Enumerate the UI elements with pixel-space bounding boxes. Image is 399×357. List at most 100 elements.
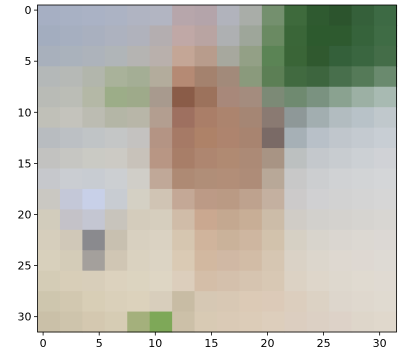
pixel bbox=[127, 189, 150, 210]
pixel bbox=[82, 25, 105, 46]
pixel bbox=[262, 312, 285, 333]
pixel bbox=[374, 250, 397, 271]
x-tick-label: 15 bbox=[204, 337, 218, 350]
pixel bbox=[352, 312, 375, 333]
x-tick-label: 20 bbox=[260, 337, 274, 350]
pixel bbox=[239, 250, 262, 271]
pixel bbox=[105, 25, 128, 46]
x-tick-label: 25 bbox=[317, 337, 331, 350]
pixel bbox=[172, 230, 195, 251]
pixel bbox=[60, 209, 83, 230]
pixel bbox=[284, 128, 307, 149]
pixel bbox=[307, 189, 330, 210]
pixel bbox=[329, 87, 352, 108]
pixel bbox=[217, 271, 240, 292]
pixel bbox=[307, 87, 330, 108]
pixel bbox=[150, 66, 173, 87]
pixel bbox=[60, 46, 83, 67]
pixel bbox=[284, 312, 307, 333]
pixel bbox=[239, 107, 262, 128]
pixel bbox=[172, 312, 195, 333]
pixel bbox=[60, 87, 83, 108]
pixel bbox=[150, 312, 173, 333]
pixel bbox=[150, 5, 173, 26]
pixel bbox=[307, 107, 330, 128]
y-tick-label: 20 bbox=[18, 208, 32, 221]
y-tick-label: 30 bbox=[18, 311, 32, 324]
pixel bbox=[105, 189, 128, 210]
pixel bbox=[329, 291, 352, 312]
pixel bbox=[127, 209, 150, 230]
pixel bbox=[329, 230, 352, 251]
pixel bbox=[374, 46, 397, 67]
pixel bbox=[172, 107, 195, 128]
pixel bbox=[127, 5, 150, 26]
pixel bbox=[127, 291, 150, 312]
pixel bbox=[150, 107, 173, 128]
pixel bbox=[38, 312, 61, 333]
pixel bbox=[239, 25, 262, 46]
pixel bbox=[82, 128, 105, 149]
pixel bbox=[60, 271, 83, 292]
pixel bbox=[60, 169, 83, 190]
pixel bbox=[329, 128, 352, 149]
pixel bbox=[172, 148, 195, 169]
pixel bbox=[284, 189, 307, 210]
pixel bbox=[195, 230, 218, 251]
pixel bbox=[172, 291, 195, 312]
pixel bbox=[262, 66, 285, 87]
pixel bbox=[284, 230, 307, 251]
x-tick-label: 30 bbox=[373, 337, 387, 350]
page: {"chart_data": {"type": "image", "xlim":… bbox=[0, 0, 399, 353]
pixel bbox=[262, 148, 285, 169]
pixel bbox=[329, 5, 352, 26]
pixel bbox=[239, 87, 262, 108]
pixel bbox=[150, 291, 173, 312]
pixel bbox=[105, 5, 128, 26]
pixel bbox=[105, 250, 128, 271]
pixel bbox=[38, 66, 61, 87]
x-tick-label: 0 bbox=[40, 337, 47, 350]
pixel bbox=[38, 87, 61, 108]
y-tick-label: 10 bbox=[18, 106, 32, 119]
pixel bbox=[82, 148, 105, 169]
pixel bbox=[262, 25, 285, 46]
pixel bbox=[60, 25, 83, 46]
x-tick-label: 10 bbox=[148, 337, 162, 350]
pixel bbox=[195, 25, 218, 46]
pixel bbox=[172, 5, 195, 26]
pixel bbox=[127, 271, 150, 292]
pixel bbox=[60, 107, 83, 128]
pixel bbox=[374, 107, 397, 128]
pixel bbox=[374, 25, 397, 46]
pixel bbox=[195, 189, 218, 210]
pixel bbox=[374, 87, 397, 108]
pixel bbox=[150, 250, 173, 271]
pixel bbox=[307, 169, 330, 190]
pixel bbox=[239, 209, 262, 230]
pixel bbox=[374, 5, 397, 26]
pixel bbox=[60, 148, 83, 169]
pixel bbox=[38, 46, 61, 67]
pixel bbox=[60, 66, 83, 87]
pixel bbox=[150, 128, 173, 149]
pixel bbox=[239, 46, 262, 67]
pixel bbox=[352, 209, 375, 230]
pixel bbox=[284, 25, 307, 46]
pixel bbox=[195, 271, 218, 292]
pixel bbox=[329, 107, 352, 128]
pixel bbox=[217, 291, 240, 312]
pixel bbox=[284, 66, 307, 87]
pixel bbox=[60, 250, 83, 271]
pixel bbox=[329, 250, 352, 271]
pixel bbox=[307, 148, 330, 169]
pixel bbox=[374, 66, 397, 87]
pixel bbox=[105, 87, 128, 108]
pixel bbox=[284, 107, 307, 128]
pixel bbox=[239, 66, 262, 87]
pixel bbox=[60, 128, 83, 149]
pixel bbox=[60, 312, 83, 333]
pixel bbox=[127, 312, 150, 333]
pixel bbox=[150, 25, 173, 46]
pixel bbox=[352, 25, 375, 46]
